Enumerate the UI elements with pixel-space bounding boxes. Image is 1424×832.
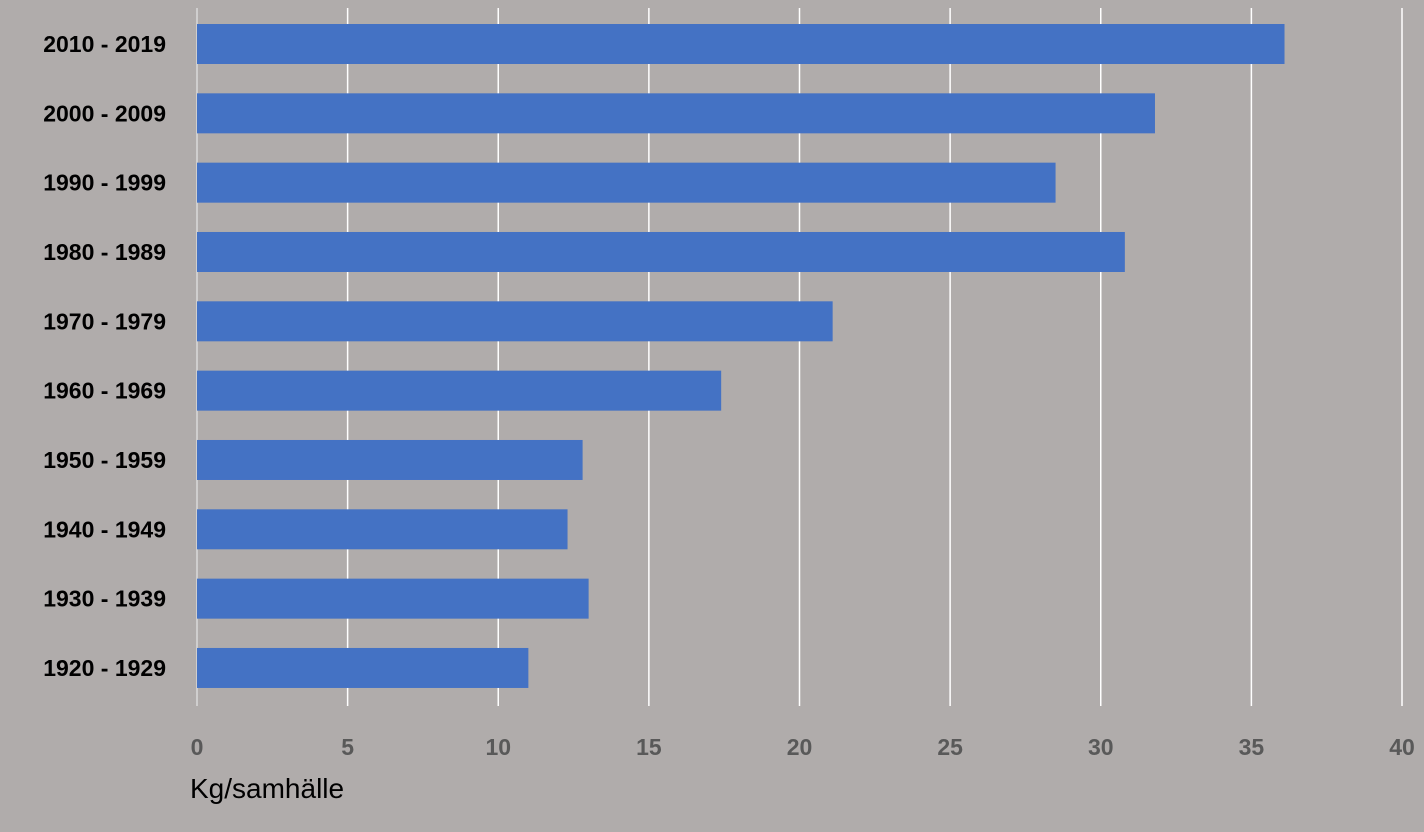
x-tick-label: 5 [341, 734, 354, 760]
x-tick-label: 35 [1239, 734, 1265, 760]
category-label: 1940 - 1949 [43, 516, 166, 542]
category-label: 1930 - 1939 [43, 586, 166, 612]
x-tick-label: 0 [191, 734, 204, 760]
category-label: 2000 - 2009 [43, 100, 166, 126]
bar [197, 647, 529, 688]
category-label: 1990 - 1999 [43, 170, 166, 196]
x-axis-title: Kg/samhälle [190, 773, 344, 804]
bars [197, 24, 1285, 688]
bar [197, 93, 1155, 134]
x-tick-label: 40 [1389, 734, 1415, 760]
category-label: 1980 - 1989 [43, 239, 166, 265]
category-label: 2010 - 2019 [43, 31, 166, 57]
x-tick-label: 25 [937, 734, 963, 760]
x-tick-label: 20 [787, 734, 813, 760]
x-tick-label: 15 [636, 734, 662, 760]
category-labels: 2010 - 2019 2000 - 2009 1990 - 1999 1980 - … [43, 31, 166, 681]
x-tick-label: 10 [485, 734, 511, 760]
bar [197, 24, 1285, 64]
bar [197, 578, 589, 619]
category-label: 1920 - 1929 [43, 655, 166, 681]
bar [197, 509, 568, 550]
bar [197, 370, 722, 411]
bar [197, 162, 1056, 203]
bar [197, 301, 833, 342]
category-label: 1970 - 1979 [43, 308, 166, 334]
x-tick-label: 30 [1088, 734, 1114, 760]
category-label: 1950 - 1959 [43, 447, 166, 473]
bar [197, 231, 1125, 272]
x-tick-labels: 0 5 10 15 20 25 30 35 40 [191, 734, 1415, 760]
bar [197, 439, 583, 480]
category-label: 1960 - 1969 [43, 378, 166, 404]
